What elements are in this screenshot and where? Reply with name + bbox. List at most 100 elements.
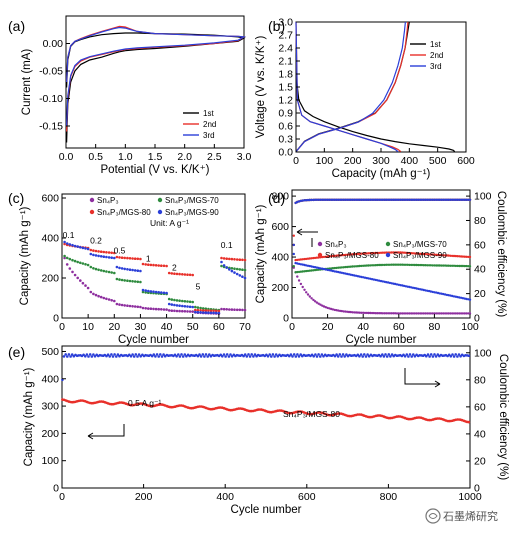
rate-point bbox=[94, 249, 98, 253]
cycle-point bbox=[415, 287, 418, 290]
rate-point bbox=[89, 248, 93, 252]
rate-label: 2 bbox=[172, 263, 177, 273]
efficiency-point bbox=[382, 355, 386, 358]
rate-point bbox=[233, 267, 236, 271]
cycle-point bbox=[378, 279, 381, 282]
cycle-point bbox=[420, 252, 424, 256]
cycle-point bbox=[445, 254, 449, 257]
cycle-point bbox=[326, 255, 329, 258]
discharge-curve-3rd bbox=[295, 21, 399, 153]
legend-label: 2nd bbox=[430, 51, 443, 60]
rate-point bbox=[230, 257, 234, 261]
efficiency-point bbox=[363, 353, 366, 356]
cycle-point bbox=[445, 312, 449, 315]
cycle-point bbox=[452, 254, 456, 258]
efficiency-point bbox=[433, 353, 436, 356]
rate-point bbox=[139, 269, 142, 273]
rate-point bbox=[220, 256, 223, 260]
cycle-point bbox=[468, 255, 472, 259]
cycle-point bbox=[369, 311, 372, 315]
rate-point bbox=[63, 242, 66, 246]
cycle-point bbox=[397, 251, 400, 254]
cycle-point bbox=[456, 255, 459, 258]
efficiency-point bbox=[320, 353, 324, 356]
efficiency-point bbox=[317, 198, 320, 201]
cycle-point bbox=[299, 258, 303, 261]
y-tick-label: 3.0 bbox=[278, 17, 293, 29]
cycle-point bbox=[417, 287, 420, 291]
rate-point bbox=[128, 279, 132, 283]
efficiency-point bbox=[326, 198, 329, 201]
efficiency-point bbox=[465, 198, 468, 201]
efficiency-point bbox=[85, 353, 89, 356]
rate-point bbox=[89, 252, 93, 256]
cycle-point bbox=[347, 310, 351, 314]
rate-point bbox=[188, 273, 192, 277]
cycle-point bbox=[308, 257, 311, 260]
cycle-point bbox=[362, 276, 365, 279]
cycle-point bbox=[346, 310, 349, 313]
cycle-point bbox=[381, 251, 384, 254]
rate-point bbox=[225, 266, 228, 269]
cycle-point bbox=[328, 307, 331, 310]
y-axis-label: Voltage (V vs. K/K⁺) bbox=[255, 36, 267, 139]
rate-point bbox=[68, 243, 72, 246]
cycle-point bbox=[363, 252, 367, 255]
cycle-point bbox=[317, 302, 320, 305]
cycle-point bbox=[383, 251, 386, 254]
cycle-point bbox=[388, 263, 392, 266]
cycle-point bbox=[463, 264, 466, 268]
efficiency-point bbox=[301, 199, 304, 202]
cycle-point bbox=[440, 292, 443, 295]
efficiency-point bbox=[305, 199, 308, 202]
y-tick-label: 200 bbox=[41, 428, 59, 440]
efficiency-point bbox=[88, 353, 92, 356]
rate-point bbox=[212, 311, 215, 315]
efficiency-point bbox=[154, 355, 157, 358]
cycle-point bbox=[292, 234, 295, 237]
rate-point bbox=[92, 292, 95, 296]
cycle-point bbox=[390, 263, 393, 266]
cycle-point bbox=[326, 306, 329, 310]
efficiency-point bbox=[221, 355, 224, 358]
cycle-point bbox=[331, 254, 335, 258]
cycle-point bbox=[305, 269, 308, 273]
cycle-point bbox=[360, 264, 363, 268]
efficiency-point bbox=[452, 355, 456, 358]
cycle-point bbox=[365, 264, 368, 267]
cycle-point bbox=[394, 263, 397, 266]
legend-label: Sn₄P₃/MGS-90 bbox=[165, 208, 219, 217]
cycle-point bbox=[319, 303, 322, 306]
rate-point bbox=[71, 270, 74, 274]
cycle-point bbox=[383, 263, 386, 267]
efficiency-point bbox=[376, 198, 379, 201]
efficiency-point bbox=[333, 198, 336, 201]
rate-point bbox=[139, 305, 142, 309]
efficiency-point bbox=[353, 198, 356, 201]
watermark-text: 石墨烯研究 bbox=[443, 509, 498, 523]
cycle-point bbox=[301, 263, 304, 266]
efficiency-point bbox=[413, 355, 417, 358]
efficiency-point bbox=[227, 355, 231, 358]
efficiency-point bbox=[454, 198, 457, 201]
efficiency-point bbox=[183, 353, 187, 356]
efficiency-point bbox=[419, 198, 422, 201]
capacity-point bbox=[467, 420, 471, 424]
efficiency-point bbox=[108, 355, 111, 358]
efficiency-point bbox=[296, 353, 299, 356]
y2-axis-label: Coulombic efficiency (%) bbox=[495, 191, 507, 318]
y-tick-label: 0.3 bbox=[278, 134, 293, 146]
rate-point bbox=[214, 311, 218, 315]
y-tick-label: 1.5 bbox=[278, 82, 293, 94]
rate-point bbox=[243, 308, 247, 312]
efficiency-point bbox=[328, 198, 331, 201]
cycle-point bbox=[456, 312, 459, 315]
rate-point bbox=[133, 280, 137, 283]
efficiency-point bbox=[308, 198, 311, 202]
efficiency-point bbox=[407, 355, 410, 358]
y2-tick-label: 60 bbox=[474, 401, 486, 413]
legend-marker bbox=[89, 209, 95, 215]
cycle-point bbox=[381, 312, 384, 315]
cycle-point bbox=[468, 298, 472, 301]
